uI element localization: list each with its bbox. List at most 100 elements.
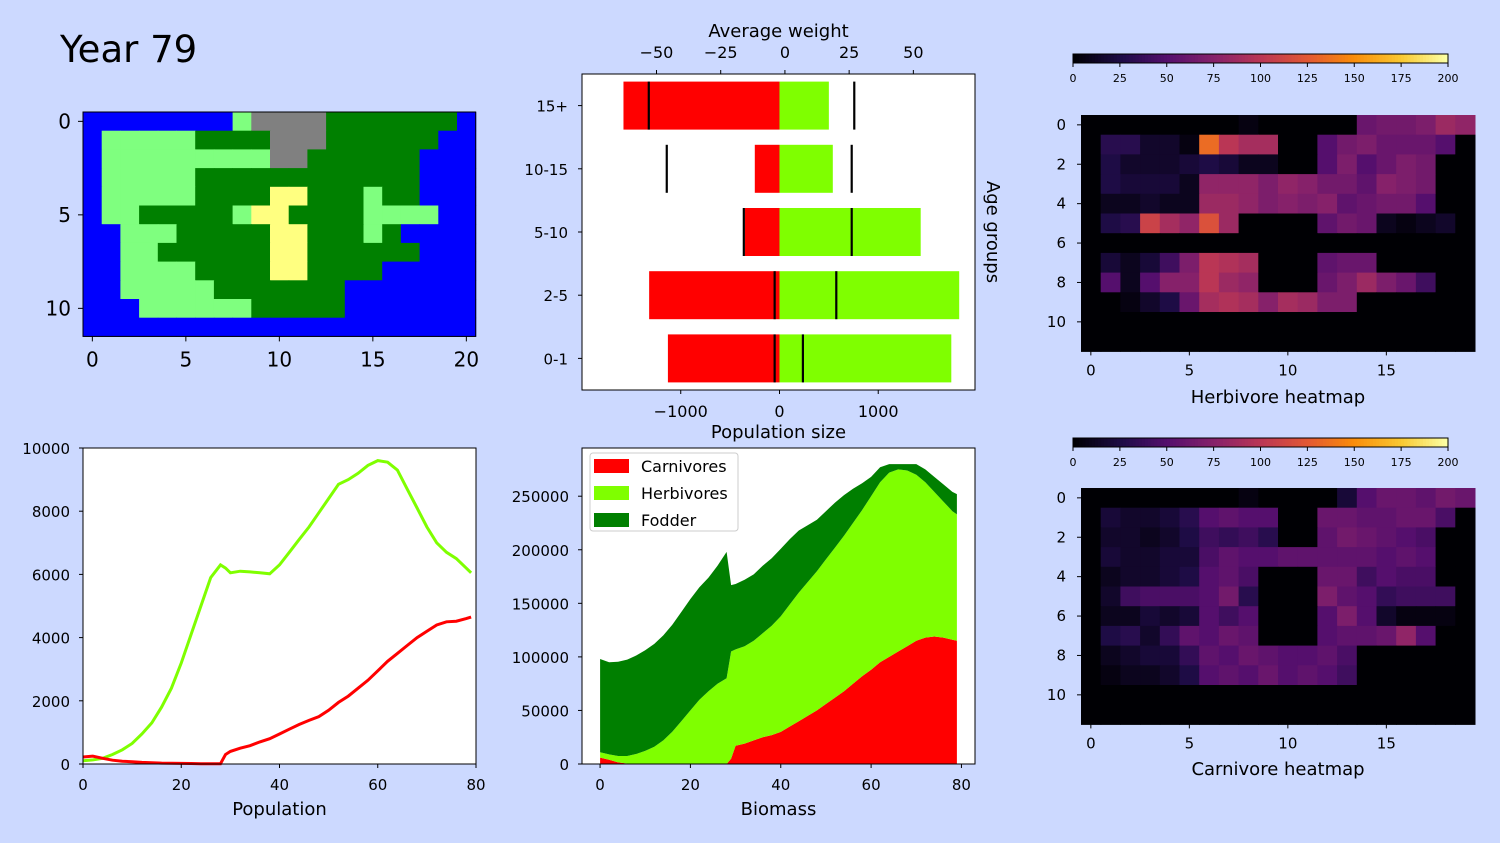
heatmap-cell — [1356, 586, 1377, 607]
colorbar-segment — [1301, 54, 1305, 63]
colorbar-segment — [1138, 54, 1143, 63]
heatmap-cell — [1120, 527, 1141, 548]
colorbar-segment — [1266, 438, 1271, 447]
map-cell — [326, 112, 346, 132]
heatmap-cell — [1317, 115, 1338, 136]
heatmap-cell — [1337, 154, 1358, 175]
map-cell — [400, 149, 421, 169]
map-cell — [120, 242, 140, 263]
colorbar-segment — [1344, 438, 1349, 447]
map-cell — [139, 112, 159, 132]
map-cell — [157, 242, 177, 263]
heatmap-cell — [1396, 154, 1417, 175]
y-tick-label: 4000 — [32, 630, 70, 648]
heatmap-cell — [1278, 292, 1299, 313]
heatmap-cell — [1415, 193, 1437, 214]
heatmap-cell — [1140, 134, 1161, 155]
heatmap-cell — [1238, 488, 1259, 509]
heatmap-cell — [1356, 272, 1377, 293]
heatmap-cell — [1297, 704, 1318, 725]
heatmap-cell — [1100, 625, 1121, 647]
heatmap-cell — [1218, 704, 1240, 725]
heatmap-cell — [1218, 174, 1240, 195]
map-cell — [419, 130, 439, 150]
x-tick-label: 60 — [862, 776, 881, 794]
heatmap-cell — [1317, 213, 1338, 234]
heatmap-cell — [1278, 606, 1299, 627]
map-cell — [232, 168, 252, 188]
heatmap-cell — [1258, 233, 1279, 254]
colorbar-segment — [1163, 54, 1168, 63]
map-cell — [120, 149, 140, 169]
heatmap-cell — [1081, 272, 1102, 293]
colorbar-segment — [1348, 438, 1352, 447]
colorbar-segment — [1344, 54, 1349, 63]
plot-bg — [83, 448, 476, 764]
map-cell — [382, 317, 402, 337]
colorbar-segment — [1157, 54, 1162, 63]
colorbar-segment — [1404, 438, 1408, 447]
colorbar-segment — [1251, 438, 1255, 447]
colorbar-segment — [1410, 54, 1415, 63]
heatmap-cell — [1258, 685, 1279, 706]
heatmap-cell — [1120, 272, 1141, 293]
heatmap-cell — [1199, 488, 1220, 509]
heatmap-cell — [1376, 665, 1397, 686]
colorbar-segment — [1182, 54, 1187, 63]
x-tick-label: 15 — [1377, 361, 1396, 379]
heatmap-cell — [1356, 134, 1377, 155]
map-cell — [251, 317, 271, 337]
colorbar-segment — [1444, 54, 1449, 63]
colorbar-segment — [1110, 438, 1115, 447]
colorbar-segment — [1429, 438, 1433, 447]
map-cell — [157, 280, 177, 300]
map-cell — [251, 130, 271, 150]
plot-frame — [581, 447, 976, 765]
heatmap-cell — [1317, 665, 1338, 686]
heatmap-cell — [1100, 547, 1121, 568]
heatmap-cell — [1081, 586, 1102, 607]
heatmap-cell — [1396, 566, 1417, 587]
heatmap-cell — [1238, 645, 1259, 666]
x-tick-label: 15 — [360, 347, 385, 371]
heatmap-cell — [1356, 625, 1377, 647]
colorbar-segment — [1332, 438, 1337, 447]
heatmap-cell — [1435, 134, 1456, 155]
heatmap-cell — [1081, 154, 1102, 175]
heatmap-cell — [1317, 233, 1338, 254]
heatmap-cell — [1100, 566, 1121, 587]
heatmap-cell — [1199, 193, 1220, 214]
heatmap-cell — [1278, 704, 1299, 725]
map-cell — [120, 224, 140, 244]
colorbar-segment — [1391, 438, 1396, 447]
heatmap-cell — [1396, 665, 1417, 686]
island-map: 0 5 10 15 20 0 5 10 — [46, 109, 480, 371]
map-cell — [288, 280, 308, 300]
heatmap-cell — [1396, 507, 1417, 528]
colorbar-segment — [1232, 54, 1237, 63]
heatmap-cell — [1159, 527, 1180, 548]
map-cell — [176, 168, 196, 188]
heatmap-cell — [1100, 233, 1121, 254]
colorbar-segment — [1148, 438, 1152, 447]
heatmap-cell — [1376, 704, 1397, 725]
colorbar-segment — [1219, 438, 1224, 447]
heatmap-cell — [1376, 606, 1397, 627]
heatmap-cell — [1278, 252, 1299, 274]
map-cell — [101, 130, 121, 150]
heatmap-cell — [1278, 527, 1299, 548]
heatmap-cell — [1356, 527, 1377, 548]
heatmap-cell — [1238, 331, 1259, 352]
colorbar-segment — [1394, 438, 1399, 447]
heatmap-cell — [1258, 625, 1279, 647]
map-cell — [400, 205, 421, 225]
heatmap-cell — [1179, 606, 1200, 627]
heatmap-cell — [1238, 606, 1259, 627]
colorbar-segment — [1285, 438, 1290, 447]
colorbar-segment — [1279, 54, 1283, 63]
colorbar-segment — [1432, 54, 1437, 63]
colorbar-segment — [1079, 54, 1083, 63]
heatmap-cell — [1278, 312, 1299, 333]
heatmap-cell — [1238, 312, 1259, 333]
heatmap-cell — [1278, 625, 1299, 647]
